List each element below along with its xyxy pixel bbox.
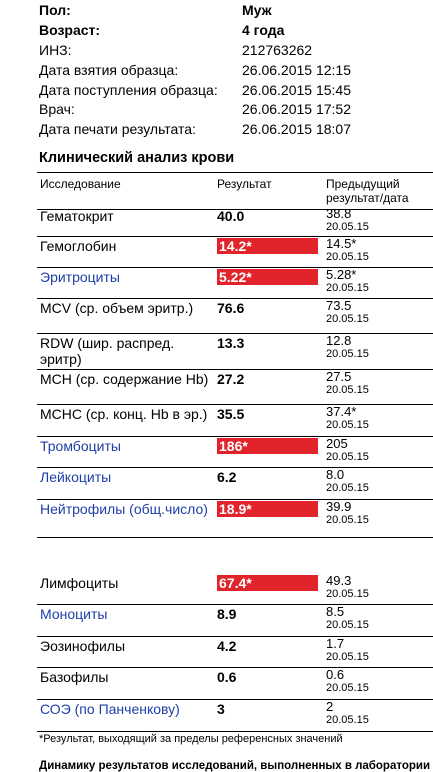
table-row: Нейтрофилы (общ.число) 18.9* 39.9 20.05.15 xyxy=(37,499,433,538)
previous-date: 20.05.15 xyxy=(326,451,369,463)
result-value-flagged: 67.4* xyxy=(217,575,318,591)
table-row: Гематокрит 40.0 38.8 20.05.15 xyxy=(37,206,433,237)
section-title: Клинический анализ крови xyxy=(39,150,235,166)
header-study: Исследование xyxy=(40,177,121,191)
result-value-flagged: 5.22* xyxy=(217,269,318,285)
footnote: *Результат, выходящий за пределы референ… xyxy=(39,733,343,745)
table-row: Гемоглобин 14.2* 14.5* 20.05.15 xyxy=(37,236,433,268)
test-name: MCV (ср. объем эритр.) xyxy=(40,300,194,316)
table-row: Тромбоциты 186* 205 20.05.15 xyxy=(37,436,433,468)
previous-value: 12.8 xyxy=(326,333,352,348)
header-result: Результат xyxy=(217,177,272,191)
result-value: 13.3 xyxy=(217,335,245,351)
previous-value: 8.0 xyxy=(326,467,345,482)
table-row: СОЭ (по Панченкову) 3 2 20.05.15 xyxy=(37,699,433,732)
table-row: Эритроциты 5.22* 5.28* 20.05.15 xyxy=(37,267,433,299)
result-value: 40.0 xyxy=(217,208,245,224)
result-value: 27.2 xyxy=(217,371,245,387)
previous-value: 0.6 xyxy=(326,667,345,682)
previous-value: 205 xyxy=(326,436,348,451)
test-name[interactable]: СОЭ (по Панченкову) xyxy=(40,701,180,717)
info-value: 212763262 xyxy=(242,42,313,58)
table-row: Лимфоциты 67.4* 49.3 20.05.15 xyxy=(37,573,433,605)
previous-date: 20.05.15 xyxy=(326,588,369,600)
test-name: Эозинофилы xyxy=(40,638,126,654)
table-row: MCH (ср. содержание Hb) 27.2 27.5 20.05.15 xyxy=(37,369,433,405)
previous-date: 20.05.15 xyxy=(326,714,369,726)
result-value-flagged: 18.9* xyxy=(217,501,318,517)
info-label: Возраст: xyxy=(39,22,101,38)
previous-value: 27.5 xyxy=(326,369,352,384)
result-value-flagged: 186* xyxy=(217,438,318,454)
info-value: Муж xyxy=(242,2,272,18)
test-name[interactable]: Моноциты xyxy=(40,606,108,622)
result-value: 0.6 xyxy=(217,669,237,685)
table-row: MCHC (ср. конц. Hb в эр.) 35.5 37.4* 20.05.… xyxy=(37,404,433,437)
table-row: RDW (шир. распред. эритр) 13.3 12.8 20.05.1… xyxy=(37,333,433,370)
previous-date: 20.05.15 xyxy=(326,619,369,631)
info-value: 26.06.2015 17:52 xyxy=(242,101,351,117)
info-label: Дата взятия образца: xyxy=(39,62,179,78)
previous-date: 20.05.15 xyxy=(326,482,369,494)
test-name: Гематокрит xyxy=(40,208,114,224)
info-value: 4 года xyxy=(242,22,285,38)
test-name: MCH (ср. содержание Hb) xyxy=(40,371,209,387)
previous-value: 1.7 xyxy=(326,636,345,651)
test-name[interactable]: Лейкоциты xyxy=(40,469,112,485)
previous-value: 38.8 xyxy=(326,206,352,221)
test-name[interactable]: Тромбоциты xyxy=(40,438,121,454)
result-value: 4.2 xyxy=(217,638,237,654)
table-row: Эозинофилы 4.2 1.7 20.05.15 xyxy=(37,636,433,668)
test-name: Гемоглобин xyxy=(40,238,117,254)
info-label: Врач: xyxy=(39,101,75,117)
table-row: MCV (ср. объем эритр.) 76.6 73.5 20.05.15 xyxy=(37,298,433,334)
previous-value: 73.5 xyxy=(326,298,352,313)
info-value: 26.06.2015 18:07 xyxy=(242,121,351,137)
previous-date: 20.05.15 xyxy=(326,419,369,431)
info-label: Дата поступления образца: xyxy=(39,82,218,98)
table-header: Исследование Результат Предыдущий резуль… xyxy=(37,172,433,210)
previous-date: 20.05.15 xyxy=(326,651,369,663)
header-previous-line2: результат/дата xyxy=(326,191,409,205)
test-name[interactable]: Нейтрофилы (общ.число) xyxy=(40,501,208,517)
previous-value: 2 xyxy=(326,699,334,714)
bottom-text: Динамику результатов исследований, выпол… xyxy=(39,760,431,772)
previous-date: 20.05.15 xyxy=(326,384,369,396)
info-label: Дата печати результата: xyxy=(39,121,196,137)
info-label: Пол: xyxy=(39,2,71,18)
test-name[interactable]: Эритроциты xyxy=(40,269,120,285)
test-name: RDW (шир. распред. эритр) xyxy=(40,335,175,367)
previous-value: 49.3 xyxy=(326,573,352,588)
result-value: 6.2 xyxy=(217,469,237,485)
previous-date: 20.05.15 xyxy=(326,221,369,233)
previous-date: 20.05.15 xyxy=(326,313,369,325)
result-value: 3 xyxy=(217,701,225,717)
test-name: Лимфоциты xyxy=(40,575,119,591)
result-value: 8.9 xyxy=(217,606,237,622)
previous-value: 37.4* xyxy=(326,404,357,419)
header-previous-line1: Предыдущий xyxy=(326,177,400,191)
previous-date: 20.05.15 xyxy=(326,251,369,263)
test-name: Базофилы xyxy=(40,669,109,685)
table-row: Лейкоциты 6.2 8.0 20.05.15 xyxy=(37,467,433,500)
result-value-flagged: 14.2* xyxy=(217,238,318,254)
previous-date: 20.05.15 xyxy=(326,682,369,694)
info-label: ИНЗ: xyxy=(39,42,72,58)
previous-date: 20.05.15 xyxy=(326,348,369,360)
table-row: Базофилы 0.6 0.6 20.05.15 xyxy=(37,667,433,700)
result-value: 35.5 xyxy=(217,406,245,422)
info-value: 26.06.2015 12:15 xyxy=(242,62,351,78)
table-row: Моноциты 8.9 8.5 20.05.15 xyxy=(37,604,433,637)
previous-value: 5.28* xyxy=(326,267,357,282)
info-value: 26.06.2015 15:45 xyxy=(242,82,351,98)
previous-value: 39.9 xyxy=(326,499,352,514)
previous-value: 14.5* xyxy=(326,236,357,251)
previous-date: 20.05.15 xyxy=(326,282,369,294)
previous-value: 8.5 xyxy=(326,604,345,619)
result-value: 76.6 xyxy=(217,300,245,316)
test-name: MCHC (ср. конц. Hb в эр.) xyxy=(40,406,208,422)
previous-date: 20.05.15 xyxy=(326,514,369,526)
